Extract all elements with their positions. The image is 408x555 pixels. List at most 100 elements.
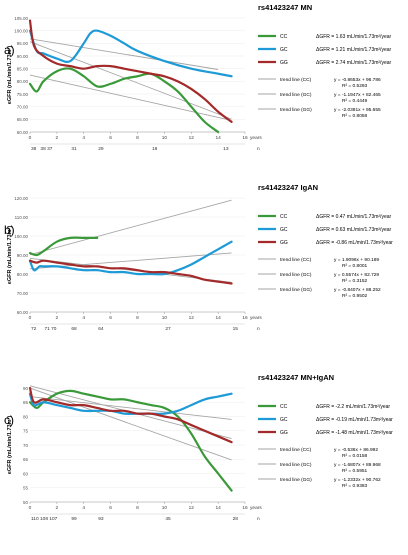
x-tick-label: 0: [29, 135, 32, 141]
legend-label: CC: [280, 404, 288, 410]
x-tick-label: 10: [162, 315, 168, 321]
y-axis-label: eGFR (mL/min/1.73m²): [6, 226, 13, 285]
trend-line: [29, 74, 232, 121]
n-value-label: 68: [71, 326, 77, 332]
x-tick-label: 8: [136, 315, 139, 321]
y-tick-label: 50: [23, 500, 29, 505]
y-tick-label: 80.00: [17, 79, 29, 84]
trend-line: [29, 199, 232, 256]
n-value-label: 93: [98, 516, 104, 522]
series-line-cc: [28, 236, 99, 257]
trend-equation: y = -1.6807x + 89.968: [334, 462, 381, 468]
n-value-label: 72: [31, 326, 37, 332]
trend-r2: R² = 0.4449: [342, 98, 368, 104]
trend-equation: y = 0.5574x + 82.729: [334, 272, 379, 278]
x-tick-label: 6: [109, 315, 112, 321]
trend-equation: y = -0.8407x + 88.252: [334, 287, 381, 293]
trend-r2: R² = 0.9383: [342, 483, 368, 489]
legend-label: CC: [280, 214, 288, 220]
legend-trend-label: trend line (GG): [280, 477, 312, 483]
y-tick-label: 85: [23, 400, 29, 405]
y-tick-label: 90.00: [17, 54, 29, 59]
trend-r2: R² = 0.8001: [342, 263, 368, 269]
x-tick-label: 16: [242, 135, 248, 141]
legend-trend-label: trend line (GC): [280, 272, 312, 278]
y-tick-label: 95.00: [17, 41, 29, 46]
y-tick-label: 65.00: [17, 117, 29, 122]
y-tick-label: 75.00: [17, 92, 29, 97]
x-tick-label: 16: [242, 505, 248, 511]
y-tick-label: 70: [23, 443, 29, 448]
panel-label: b): [4, 223, 15, 237]
delta-label: ΔGFR = 0.63 mL/min/1.73m²/year: [316, 227, 392, 233]
chart-title: rs41423247 MN+IgAN: [258, 373, 334, 382]
n-value-label: 27: [165, 326, 171, 332]
legend-label: GG: [280, 60, 288, 66]
legend-label: GC: [280, 47, 288, 53]
legend-trend-label: trend line (GC): [280, 462, 312, 468]
trend-equation: y = -0.8653x + 96.786: [334, 77, 381, 83]
legend-trend-label: trend line (GG): [280, 287, 312, 293]
n-value-label: 38: [31, 146, 37, 152]
series-line-gc: [28, 392, 233, 415]
chart-svg: c) rs41423247 MN+IgAN eGFR (mL/min/1.73m²)…: [4, 373, 393, 522]
series-line-gc: [28, 29, 233, 78]
y-tick-label: 100.00: [14, 234, 28, 239]
x-tick-label: 0: [29, 505, 32, 511]
x-tick-label: 12: [189, 505, 195, 511]
legend-label: GG: [280, 240, 288, 246]
series-line-gg: [28, 386, 233, 444]
chart-svg: a) rs41423247 MN eGFR (mL/min/1.73m²) 60.00…: [4, 3, 392, 152]
n-value-label: 28: [233, 516, 239, 522]
y-tick-label: 60.00: [17, 310, 29, 315]
x-tick-label: 14: [215, 315, 221, 321]
delta-label: ΔGFR = 1.21 mL/min/1.73m²/year: [316, 47, 392, 53]
y-tick-label: 105.00: [14, 16, 28, 21]
y-tick-label: 60: [23, 471, 29, 476]
y-tick-label: 65: [23, 457, 29, 462]
trend-line: [29, 387, 232, 461]
n-value-label: 45: [165, 516, 171, 522]
y-tick-label: 55: [23, 486, 29, 491]
x-tick-label: 8: [136, 135, 139, 141]
n-value-label: 15: [233, 326, 239, 332]
trend-r2: R² = 0.3152: [342, 278, 368, 284]
x-unit-label: years: [250, 505, 262, 511]
series-line-gg: [28, 259, 233, 285]
n-label: n: [257, 517, 260, 522]
y-tick-label: 70.00: [17, 104, 29, 109]
y-axis-label: eGFR (mL/min/1.73m²): [6, 46, 13, 105]
y-tick-label: 90: [23, 386, 29, 391]
x-tick-label: 12: [189, 135, 195, 141]
delta-label: ΔGFR = -0.86 mL/min/1.73m²/year: [316, 240, 393, 246]
n-value-label: 13: [223, 146, 229, 152]
y-tick-label: 80.00: [17, 272, 29, 277]
x-tick-label: 6: [109, 505, 112, 511]
x-tick-label: 16: [242, 315, 248, 321]
x-unit-label: years: [250, 135, 262, 141]
x-tick-label: 4: [82, 135, 85, 141]
trend-equation: y = -1.1947x + 82.465: [334, 92, 381, 98]
trend-r2: R² = 0.5293: [342, 83, 368, 89]
chart-panel-a: a) rs41423247 MN eGFR (mL/min/1.73m²) 60.00…: [0, 0, 408, 180]
trend-equation: y = -0.536x + 86.992: [334, 447, 378, 453]
x-tick-label: 10: [162, 135, 168, 141]
delta-label: ΔGFR = 2.74 mL/min/1.73m²/year: [316, 60, 392, 66]
chart-panel-c: c) rs41423247 MN+IgAN eGFR (mL/min/1.73m²)…: [0, 370, 408, 550]
x-unit-label: years: [250, 315, 262, 321]
n-value-label: 99: [71, 516, 77, 522]
legend-trend-label: trend line (GG): [280, 107, 312, 113]
y-tick-label: 60.00: [17, 130, 29, 135]
n-value-label: 110 108 107: [31, 516, 58, 522]
trend-equation: y = -1.2332x + 90.762: [334, 477, 381, 483]
n-value-label: 18: [152, 146, 158, 152]
x-tick-label: 10: [162, 505, 168, 511]
trend-r2: R² = 0.9502: [342, 293, 368, 299]
trend-line: [29, 38, 219, 70]
n-value-label: 38 37: [40, 146, 52, 152]
trend-equation: y = -2.0381x + 95.655: [334, 107, 381, 113]
n-value-label: 71 70: [44, 326, 56, 332]
n-value-label: 64: [98, 326, 104, 332]
series-line-cc: [28, 67, 220, 134]
delta-label: ΔGFR = -0.19 mL/min/1.73m²/year: [316, 417, 393, 423]
